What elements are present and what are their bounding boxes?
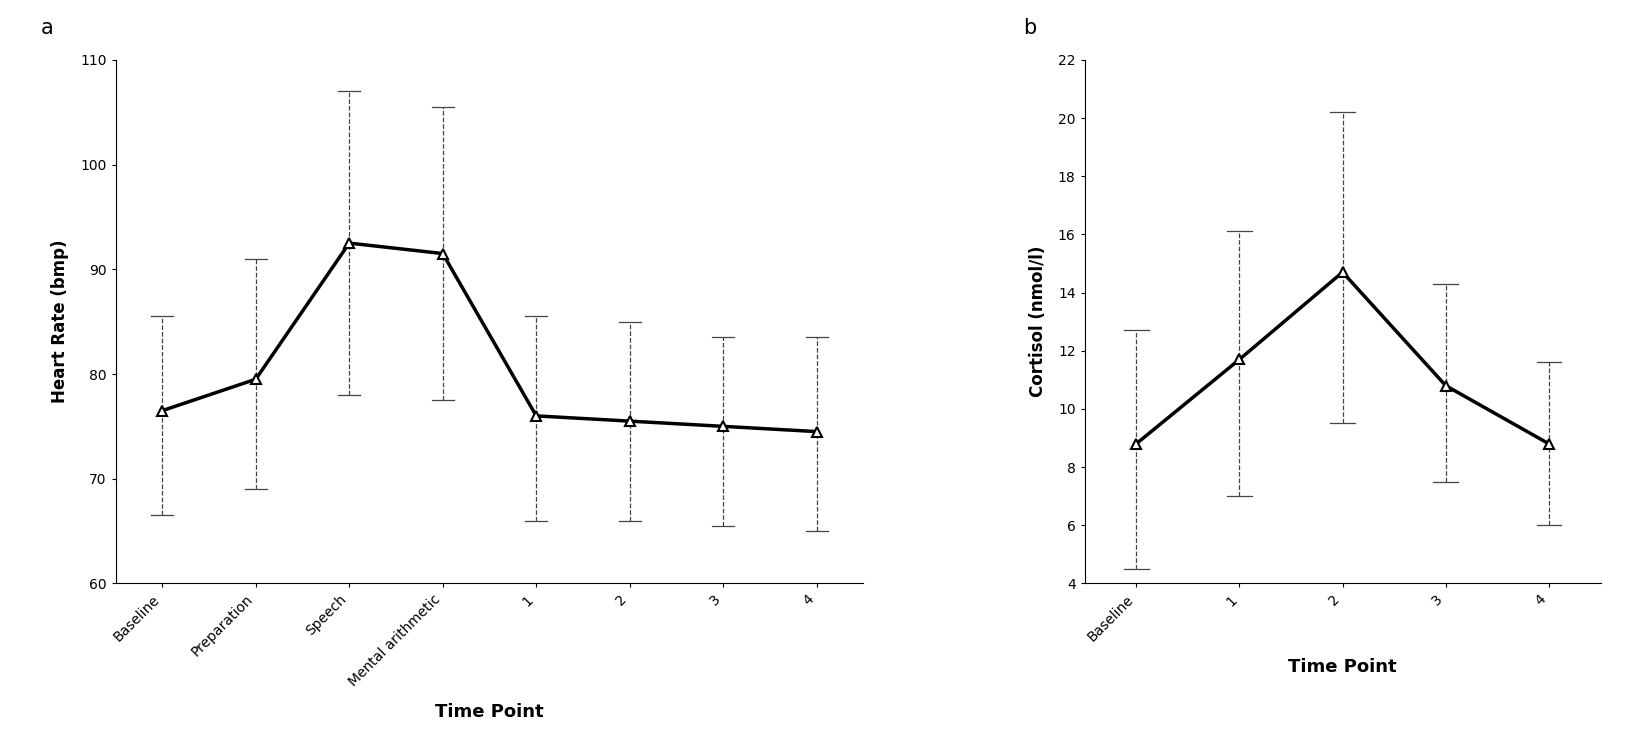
- Text: b: b: [1023, 18, 1036, 38]
- Y-axis label: Cortisol (nmol/l): Cortisol (nmol/l): [1028, 246, 1046, 397]
- X-axis label: Time Point: Time Point: [1289, 658, 1398, 676]
- X-axis label: Time Point: Time Point: [436, 703, 544, 721]
- Y-axis label: Heart Rate (bmp): Heart Rate (bmp): [51, 240, 69, 403]
- Text: a: a: [41, 18, 53, 38]
